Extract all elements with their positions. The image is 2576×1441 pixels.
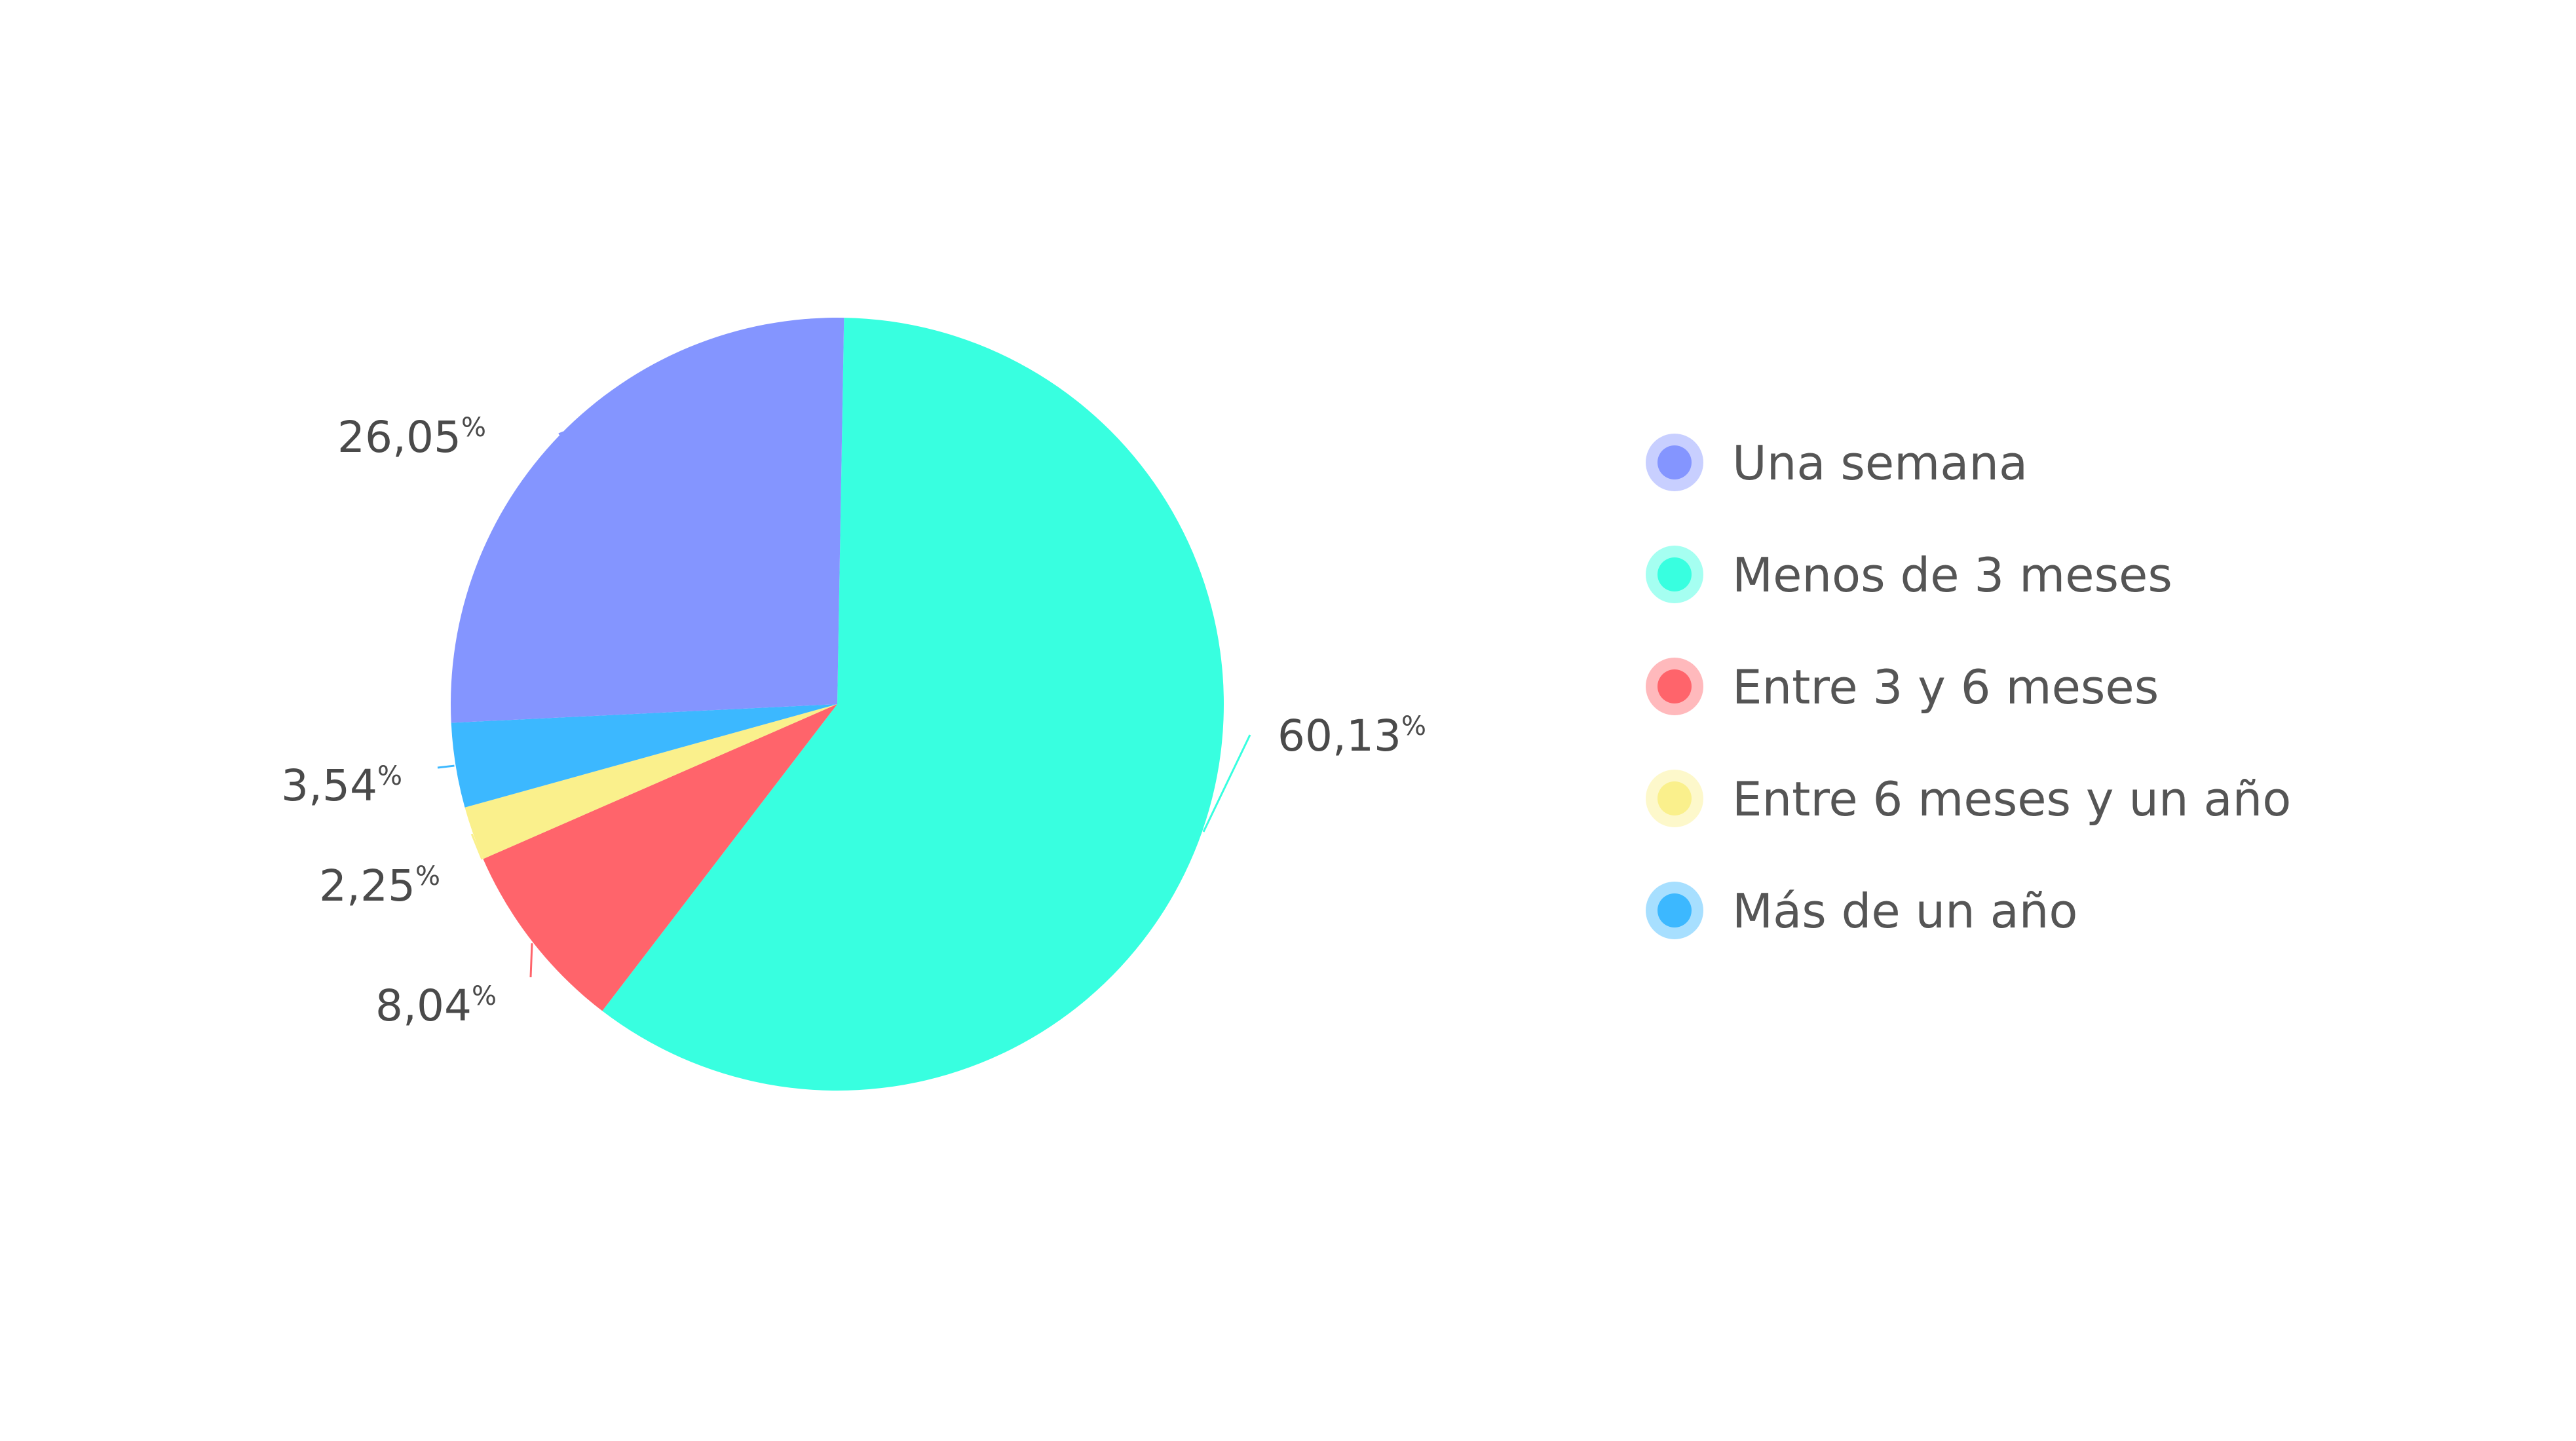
legend-marker [1657, 557, 1692, 591]
pie-slices [451, 318, 1224, 1091]
slice-value-suffix: % [415, 861, 440, 891]
slice-value-label: 2,25% [319, 861, 440, 911]
slice-value-number: 8,04 [375, 981, 472, 1031]
leader-line-una-semana [558, 431, 564, 436]
slice-value-label: 60,13% [1278, 711, 1426, 761]
legend-item-entre-3-y-6-meses: Entre 3 y 6 meses [1646, 658, 2159, 715]
slice-value-suffix: % [461, 413, 486, 443]
legend-marker [1657, 893, 1692, 927]
legend-label: Entre 6 meses y un año [1732, 772, 2291, 827]
slice-value-label: 3,54% [281, 760, 402, 811]
leader-line-menos-de-3-meses [1202, 734, 1251, 833]
leader-line-mas-de-un-ano [437, 764, 455, 769]
legend-item-mas-de-un-ano: Más de un año [1646, 882, 2077, 939]
legend-item-entre-6-meses-y-un-ano: Entre 6 meses y un año [1646, 770, 2291, 827]
leader-lines [437, 431, 1251, 978]
pie-slice-menos-de-3-meses [602, 318, 1224, 1091]
legend-marker [1657, 445, 1692, 479]
legend-label: Más de un año [1732, 884, 2077, 939]
leader-line-entre-6-meses-y-un-ano [470, 833, 483, 860]
leader-line-entre-3-y-6-meses [529, 943, 533, 978]
legend-marker [1657, 669, 1692, 703]
slice-labels: 60,13%8,04%2,25%3,54%26,05% [281, 412, 1426, 1031]
legend-item-una-semana: Una semana [1646, 434, 2028, 491]
slice-value-label: 8,04% [375, 981, 497, 1031]
legend-label: Menos de 3 meses [1732, 548, 2172, 603]
slice-value-suffix: % [472, 981, 497, 1011]
legend-label: Una semana [1732, 436, 2028, 491]
pie-slice-una-semana [451, 318, 844, 723]
pie-slice-entre-6-meses-y-un-ano [464, 704, 837, 859]
legend-label: Entre 3 y 6 meses [1732, 660, 2159, 715]
pie-slice-entre-3-y-6-meses [483, 704, 837, 1011]
slice-value-suffix: % [377, 761, 402, 791]
legend-item-menos-de-3-meses: Menos de 3 meses [1646, 546, 2172, 603]
slice-value-number: 60,13 [1278, 711, 1401, 761]
slice-value-number: 2,25 [319, 861, 415, 911]
slice-value-label: 26,05% [337, 412, 486, 462]
legend: Una semana Menos de 3 meses Entre 3 y 6 me… [1646, 434, 2291, 939]
slice-value-number: 3,54 [281, 760, 377, 811]
slice-value-number: 26,05 [337, 412, 461, 462]
pie-slice-mas-de-un-ano [451, 704, 837, 808]
slice-value-suffix: % [1401, 711, 1426, 741]
legend-marker [1657, 781, 1692, 815]
